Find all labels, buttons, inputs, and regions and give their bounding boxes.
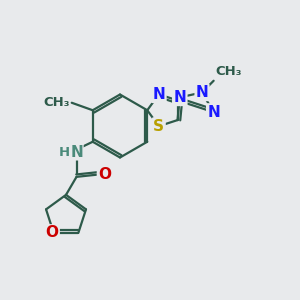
Text: S: S: [153, 119, 164, 134]
Text: H: H: [59, 146, 70, 159]
Text: N: N: [207, 105, 220, 120]
Text: N: N: [207, 105, 220, 120]
Text: N: N: [152, 87, 165, 102]
Text: O: O: [98, 167, 111, 182]
Text: S: S: [153, 119, 164, 134]
Text: N: N: [173, 90, 186, 105]
Text: O: O: [46, 225, 59, 240]
Text: N: N: [173, 90, 186, 105]
Text: N: N: [152, 87, 165, 102]
Text: CH₃: CH₃: [215, 65, 242, 78]
Text: CH₃: CH₃: [44, 96, 70, 109]
Text: N: N: [70, 145, 83, 160]
Text: N: N: [196, 85, 208, 100]
